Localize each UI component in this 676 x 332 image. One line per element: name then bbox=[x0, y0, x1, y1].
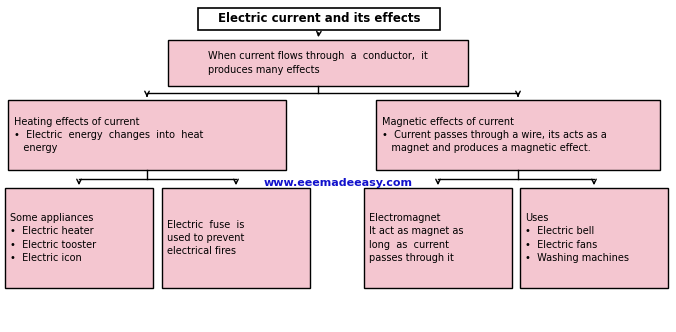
Text: When current flows through  a  conductor,  it
produces many effects: When current flows through a conductor, … bbox=[208, 51, 428, 75]
Text: Some appliances
•  Electric heater
•  Electric tooster
•  Electric icon: Some appliances • Electric heater • Elec… bbox=[10, 213, 96, 263]
Text: Electromagnet
It act as magnet as
long  as  current
passes through it: Electromagnet It act as magnet as long a… bbox=[369, 213, 464, 263]
FancyBboxPatch shape bbox=[5, 188, 153, 288]
Text: Electric  fuse  is
used to prevent
electrical fires: Electric fuse is used to prevent electri… bbox=[167, 220, 245, 256]
FancyBboxPatch shape bbox=[376, 100, 660, 170]
Text: www.eeemadeeasy.com: www.eeemadeeasy.com bbox=[264, 178, 412, 188]
FancyBboxPatch shape bbox=[168, 40, 468, 86]
FancyBboxPatch shape bbox=[198, 8, 440, 30]
FancyBboxPatch shape bbox=[8, 100, 286, 170]
Text: Uses
•  Electric bell
•  Electric fans
•  Washing machines: Uses • Electric bell • Electric fans • W… bbox=[525, 213, 629, 263]
Text: Magnetic effects of current
•  Current passes through a wire, its acts as a
   m: Magnetic effects of current • Current pa… bbox=[382, 117, 607, 153]
Text: Heating effects of current
•  Electric  energy  changes  into  heat
   energy: Heating effects of current • Electric en… bbox=[14, 117, 203, 153]
FancyBboxPatch shape bbox=[520, 188, 668, 288]
FancyBboxPatch shape bbox=[162, 188, 310, 288]
FancyBboxPatch shape bbox=[364, 188, 512, 288]
Text: Electric current and its effects: Electric current and its effects bbox=[218, 13, 420, 26]
